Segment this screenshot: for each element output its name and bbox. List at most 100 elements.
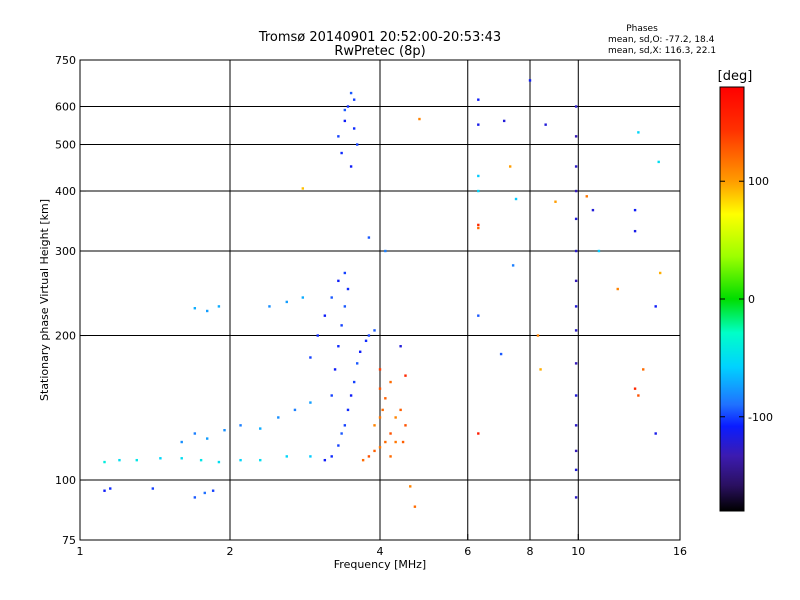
echo-point <box>193 496 197 499</box>
x-tick-label: 2 <box>227 545 234 558</box>
echo-point <box>349 165 353 168</box>
echo-point <box>349 394 353 397</box>
colorbar-tick-label: -100 <box>748 411 773 424</box>
echo-point <box>384 397 387 400</box>
echo-point <box>323 314 327 317</box>
echo-point <box>343 424 347 427</box>
echo-point <box>259 427 262 430</box>
echo-point <box>477 189 480 193</box>
phase-info: Phases mean, sd,O: -77.2, 18.4 mean, sd,… <box>608 24 716 56</box>
echo-point <box>361 458 365 462</box>
echo-point <box>340 432 343 435</box>
x-axis: 1 2 4 6 8 10 16 <box>77 534 687 558</box>
echo-point <box>591 208 595 212</box>
echo-point <box>340 324 343 327</box>
echo-point <box>367 455 371 458</box>
echo-point <box>352 127 356 130</box>
y-axis-label: Stationary phase Virtual Height [km] <box>38 199 51 401</box>
echo-point <box>384 440 387 444</box>
x-axis-label: Frequency [MHz] <box>334 558 426 571</box>
y-tick-label: 750 <box>55 54 76 67</box>
y-tick-label: 600 <box>55 101 76 114</box>
echo-point <box>574 496 578 499</box>
echo-point <box>293 408 297 412</box>
echo-point <box>642 368 645 371</box>
y-tick-label: 75 <box>62 534 76 547</box>
y-tick-label: 200 <box>55 330 76 343</box>
x-tick-label: 1 <box>77 545 84 558</box>
echo-point <box>477 223 480 227</box>
echo-point <box>337 444 340 447</box>
echo-point <box>399 345 402 348</box>
echo-point <box>239 424 242 427</box>
echo-point <box>180 457 183 460</box>
echo-point <box>364 339 368 343</box>
data-points <box>103 79 662 508</box>
echo-point <box>381 408 384 412</box>
echo-point <box>337 279 340 283</box>
echo-point <box>358 350 362 353</box>
echo-point <box>333 368 337 371</box>
echo-point <box>574 468 578 472</box>
echo-point <box>633 208 637 212</box>
echo-point <box>477 432 480 435</box>
echo-point <box>637 131 640 134</box>
x-tick-label: 10 <box>571 545 585 558</box>
echo-point <box>367 334 371 337</box>
echo-point <box>413 505 417 508</box>
y-tick-label: 100 <box>55 474 76 487</box>
echo-point <box>544 123 547 126</box>
echo-point <box>349 91 353 95</box>
echo-point <box>654 432 657 435</box>
echo-point <box>103 460 106 464</box>
echo-point <box>418 117 421 121</box>
echo-point <box>477 123 480 126</box>
echo-point <box>404 424 407 427</box>
echo-point <box>343 119 347 123</box>
y-tick-label: 400 <box>55 185 76 198</box>
echo-point <box>330 296 333 299</box>
echo-point <box>330 394 333 397</box>
echo-point <box>199 458 203 462</box>
colorbar-label: [deg] <box>718 69 753 84</box>
echo-point <box>536 334 540 337</box>
echo-point <box>309 455 312 458</box>
echo-point <box>508 165 512 168</box>
echo-point <box>394 416 397 419</box>
echo-point <box>217 460 221 464</box>
echo-point <box>477 226 480 230</box>
title-block: Tromsø 20140901 20:52:00-20:53:43 RwPret… <box>258 30 501 59</box>
echo-point <box>574 189 578 193</box>
x-tick-label: 8 <box>527 545 534 558</box>
echo-point <box>409 485 412 488</box>
echo-point <box>574 217 578 221</box>
echo-point <box>399 408 402 412</box>
echo-point <box>205 309 209 313</box>
echo-point <box>268 305 271 308</box>
echo-point <box>346 408 350 412</box>
echo-point <box>259 458 262 462</box>
echo-point <box>574 329 578 332</box>
echo-point <box>109 487 112 490</box>
echo-point <box>389 432 392 435</box>
echo-point <box>355 362 359 365</box>
x-tick-label: 6 <box>464 545 471 558</box>
echo-point <box>337 135 340 138</box>
chart-title: Tromsø 20140901 20:52:00-20:53:43 <box>258 30 501 45</box>
echo-point <box>330 455 333 458</box>
echo-point <box>346 287 350 291</box>
echo-point <box>346 105 350 108</box>
echo-point <box>637 394 640 397</box>
echo-point <box>316 334 319 337</box>
colorbar-tick-label: 100 <box>748 175 769 188</box>
echo-point <box>528 79 532 82</box>
echo-point <box>574 362 578 365</box>
echo-point <box>309 356 312 359</box>
echo-point <box>378 387 382 390</box>
echo-point <box>378 446 382 449</box>
x-tick-label: 4 <box>377 545 384 558</box>
echo-point <box>597 249 601 253</box>
echo-point <box>180 440 183 444</box>
echo-point <box>193 307 197 310</box>
